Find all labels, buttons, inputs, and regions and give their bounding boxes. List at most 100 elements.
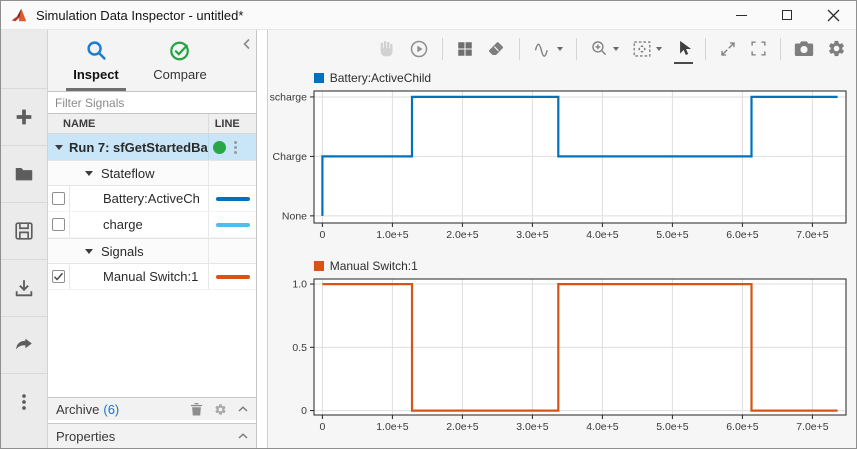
tab-compare[interactable]: Compare	[138, 39, 222, 91]
svg-text:0: 0	[319, 229, 325, 241]
export-button[interactable]	[1, 316, 47, 373]
zoom-button[interactable]	[590, 39, 619, 58]
archive-section-header[interactable]: Archive (6)	[48, 397, 256, 420]
fullscreen-button[interactable]	[750, 40, 767, 57]
column-header-name: NAME	[63, 117, 96, 130]
expand-icon	[721, 41, 735, 56]
group-collapse-caret[interactable]	[85, 248, 93, 254]
chevron-up-icon[interactable]	[238, 433, 248, 439]
clear-plots-button[interactable]	[487, 39, 506, 58]
legend-swatch	[313, 261, 324, 271]
settings-button[interactable]	[827, 39, 846, 58]
svg-text:1.0: 1.0	[292, 279, 307, 291]
archive-count: (6)	[103, 401, 120, 417]
run-row[interactable]: Run 7: sfGetStartedBa	[48, 134, 256, 160]
run-menu-button[interactable]	[233, 140, 237, 154]
tab-inspect-label: Inspect	[73, 67, 119, 82]
search-icon	[86, 41, 106, 60]
run-collapse-caret[interactable]	[55, 144, 63, 150]
svg-text:3.0e+5: 3.0e+5	[516, 229, 549, 241]
tab-inspect[interactable]: Inspect	[54, 39, 138, 91]
battery-line-swatch[interactable]	[215, 196, 250, 201]
cursor-tool-button[interactable]	[674, 39, 693, 64]
camera-icon	[794, 41, 814, 56]
chart-legend: Manual Switch:1	[313, 257, 848, 275]
svg-text:7.0e+5: 7.0e+5	[796, 421, 829, 433]
gear-icon[interactable]	[214, 403, 227, 416]
signal-label: Battery:ActiveChild	[103, 191, 199, 206]
signal-style-button[interactable]	[533, 39, 563, 59]
compare-check-icon	[169, 41, 189, 61]
fit-to-view-button[interactable]	[632, 40, 662, 58]
svg-text:4.0e+5: 4.0e+5	[586, 421, 619, 433]
trash-icon[interactable]	[190, 402, 203, 416]
svg-text:2.0e+5: 2.0e+5	[446, 229, 479, 241]
column-header-line: LINE	[207, 114, 256, 133]
fit-to-view-icon	[633, 40, 651, 57]
toolbar-separator	[780, 37, 781, 60]
charge-line-swatch[interactable]	[215, 222, 250, 227]
properties-section-header[interactable]: Properties	[48, 423, 256, 448]
fullscreen-icon	[751, 41, 766, 56]
layout-button[interactable]	[456, 40, 474, 58]
group-collapse-caret[interactable]	[85, 170, 93, 176]
group-row-signals[interactable]: Signals	[48, 238, 256, 264]
expand-plot-button[interactable]	[719, 40, 737, 58]
archive-icons	[190, 402, 248, 416]
cursor-arrow-icon	[680, 40, 692, 55]
save-button[interactable]	[1, 202, 47, 259]
svg-text:6.0e+5: 6.0e+5	[726, 421, 759, 433]
pan-hand-icon	[380, 40, 393, 57]
filter-signals-input[interactable]	[48, 91, 256, 114]
chevron-down-icon	[656, 46, 662, 51]
svg-text:3.0e+5: 3.0e+5	[516, 421, 549, 433]
group-row-stateflow[interactable]: Stateflow	[48, 160, 256, 186]
manual-switch-chart[interactable]: 0 1.0e+5 2.0e+5 3.0e+5 4.0e+5 5.0e+5 6.0e+5 7.0…	[270, 275, 848, 437]
zoom-in-icon	[592, 41, 607, 56]
archive-label: Archive	[56, 401, 100, 417]
group-label: Signals	[101, 243, 144, 259]
minimize-button[interactable]	[718, 1, 764, 29]
signal-row-battery-activechild[interactable]: Battery:ActiveChild	[48, 186, 256, 212]
more-options-button[interactable]	[1, 373, 47, 430]
signal-row-manual-switch[interactable]: Manual Switch:1	[48, 264, 256, 290]
window-controls	[718, 1, 856, 29]
chart-area: Battery:ActiveChild 0 1.0e+5 2.0e+5 3.0e+5 4…	[266, 30, 856, 448]
manual-switch-checkbox[interactable]	[52, 270, 65, 283]
svg-text:Discharge: Discharge	[270, 91, 307, 103]
close-button[interactable]	[810, 1, 856, 29]
svg-text:1.0e+5: 1.0e+5	[376, 229, 409, 241]
collapse-panel-button[interactable]	[242, 37, 251, 55]
chevron-up-icon[interactable]	[238, 406, 248, 412]
window-title: Simulation Data Inspector - untitled*	[36, 7, 244, 23]
signal-line-cell	[207, 212, 256, 237]
svg-text:2.0e+5: 2.0e+5	[446, 421, 479, 433]
signal-row-charge[interactable]: charge	[48, 212, 256, 238]
svg-text:0: 0	[301, 405, 307, 417]
charge-checkbox[interactable]	[52, 218, 65, 231]
legend-label: Manual Switch:1	[329, 259, 418, 273]
replay-button[interactable]	[409, 39, 429, 59]
add-run-button[interactable]	[1, 88, 47, 145]
filter-box	[48, 91, 256, 114]
battery-activechild-chart[interactable]: 0 1.0e+5 2.0e+5 3.0e+5 4.0e+5 5.0e+5 6.0e+5 7.0…	[270, 87, 848, 245]
maximize-button[interactable]	[764, 1, 810, 29]
signal-line-cell	[207, 186, 256, 211]
eraser-icon	[489, 42, 504, 55]
matlab-logo-icon	[11, 7, 27, 23]
folder-icon	[15, 168, 33, 181]
save-icon	[15, 222, 33, 240]
manual-switch-line-swatch[interactable]	[215, 274, 250, 279]
snapshot-button[interactable]	[794, 40, 814, 57]
import-button[interactable]	[1, 259, 47, 316]
kebab-menu-icon	[22, 394, 26, 410]
svg-text:5.0e+5: 5.0e+5	[656, 229, 689, 241]
export-icon	[16, 338, 32, 350]
battery-activechild-checkbox[interactable]	[52, 192, 65, 205]
svg-text:4.0e+5: 4.0e+5	[586, 229, 619, 241]
replay-icon	[410, 40, 428, 57]
svg-text:0: 0	[319, 421, 325, 433]
open-button[interactable]	[1, 145, 47, 202]
panel-chart-gap	[256, 30, 267, 448]
group-label: Stateflow	[101, 165, 155, 181]
